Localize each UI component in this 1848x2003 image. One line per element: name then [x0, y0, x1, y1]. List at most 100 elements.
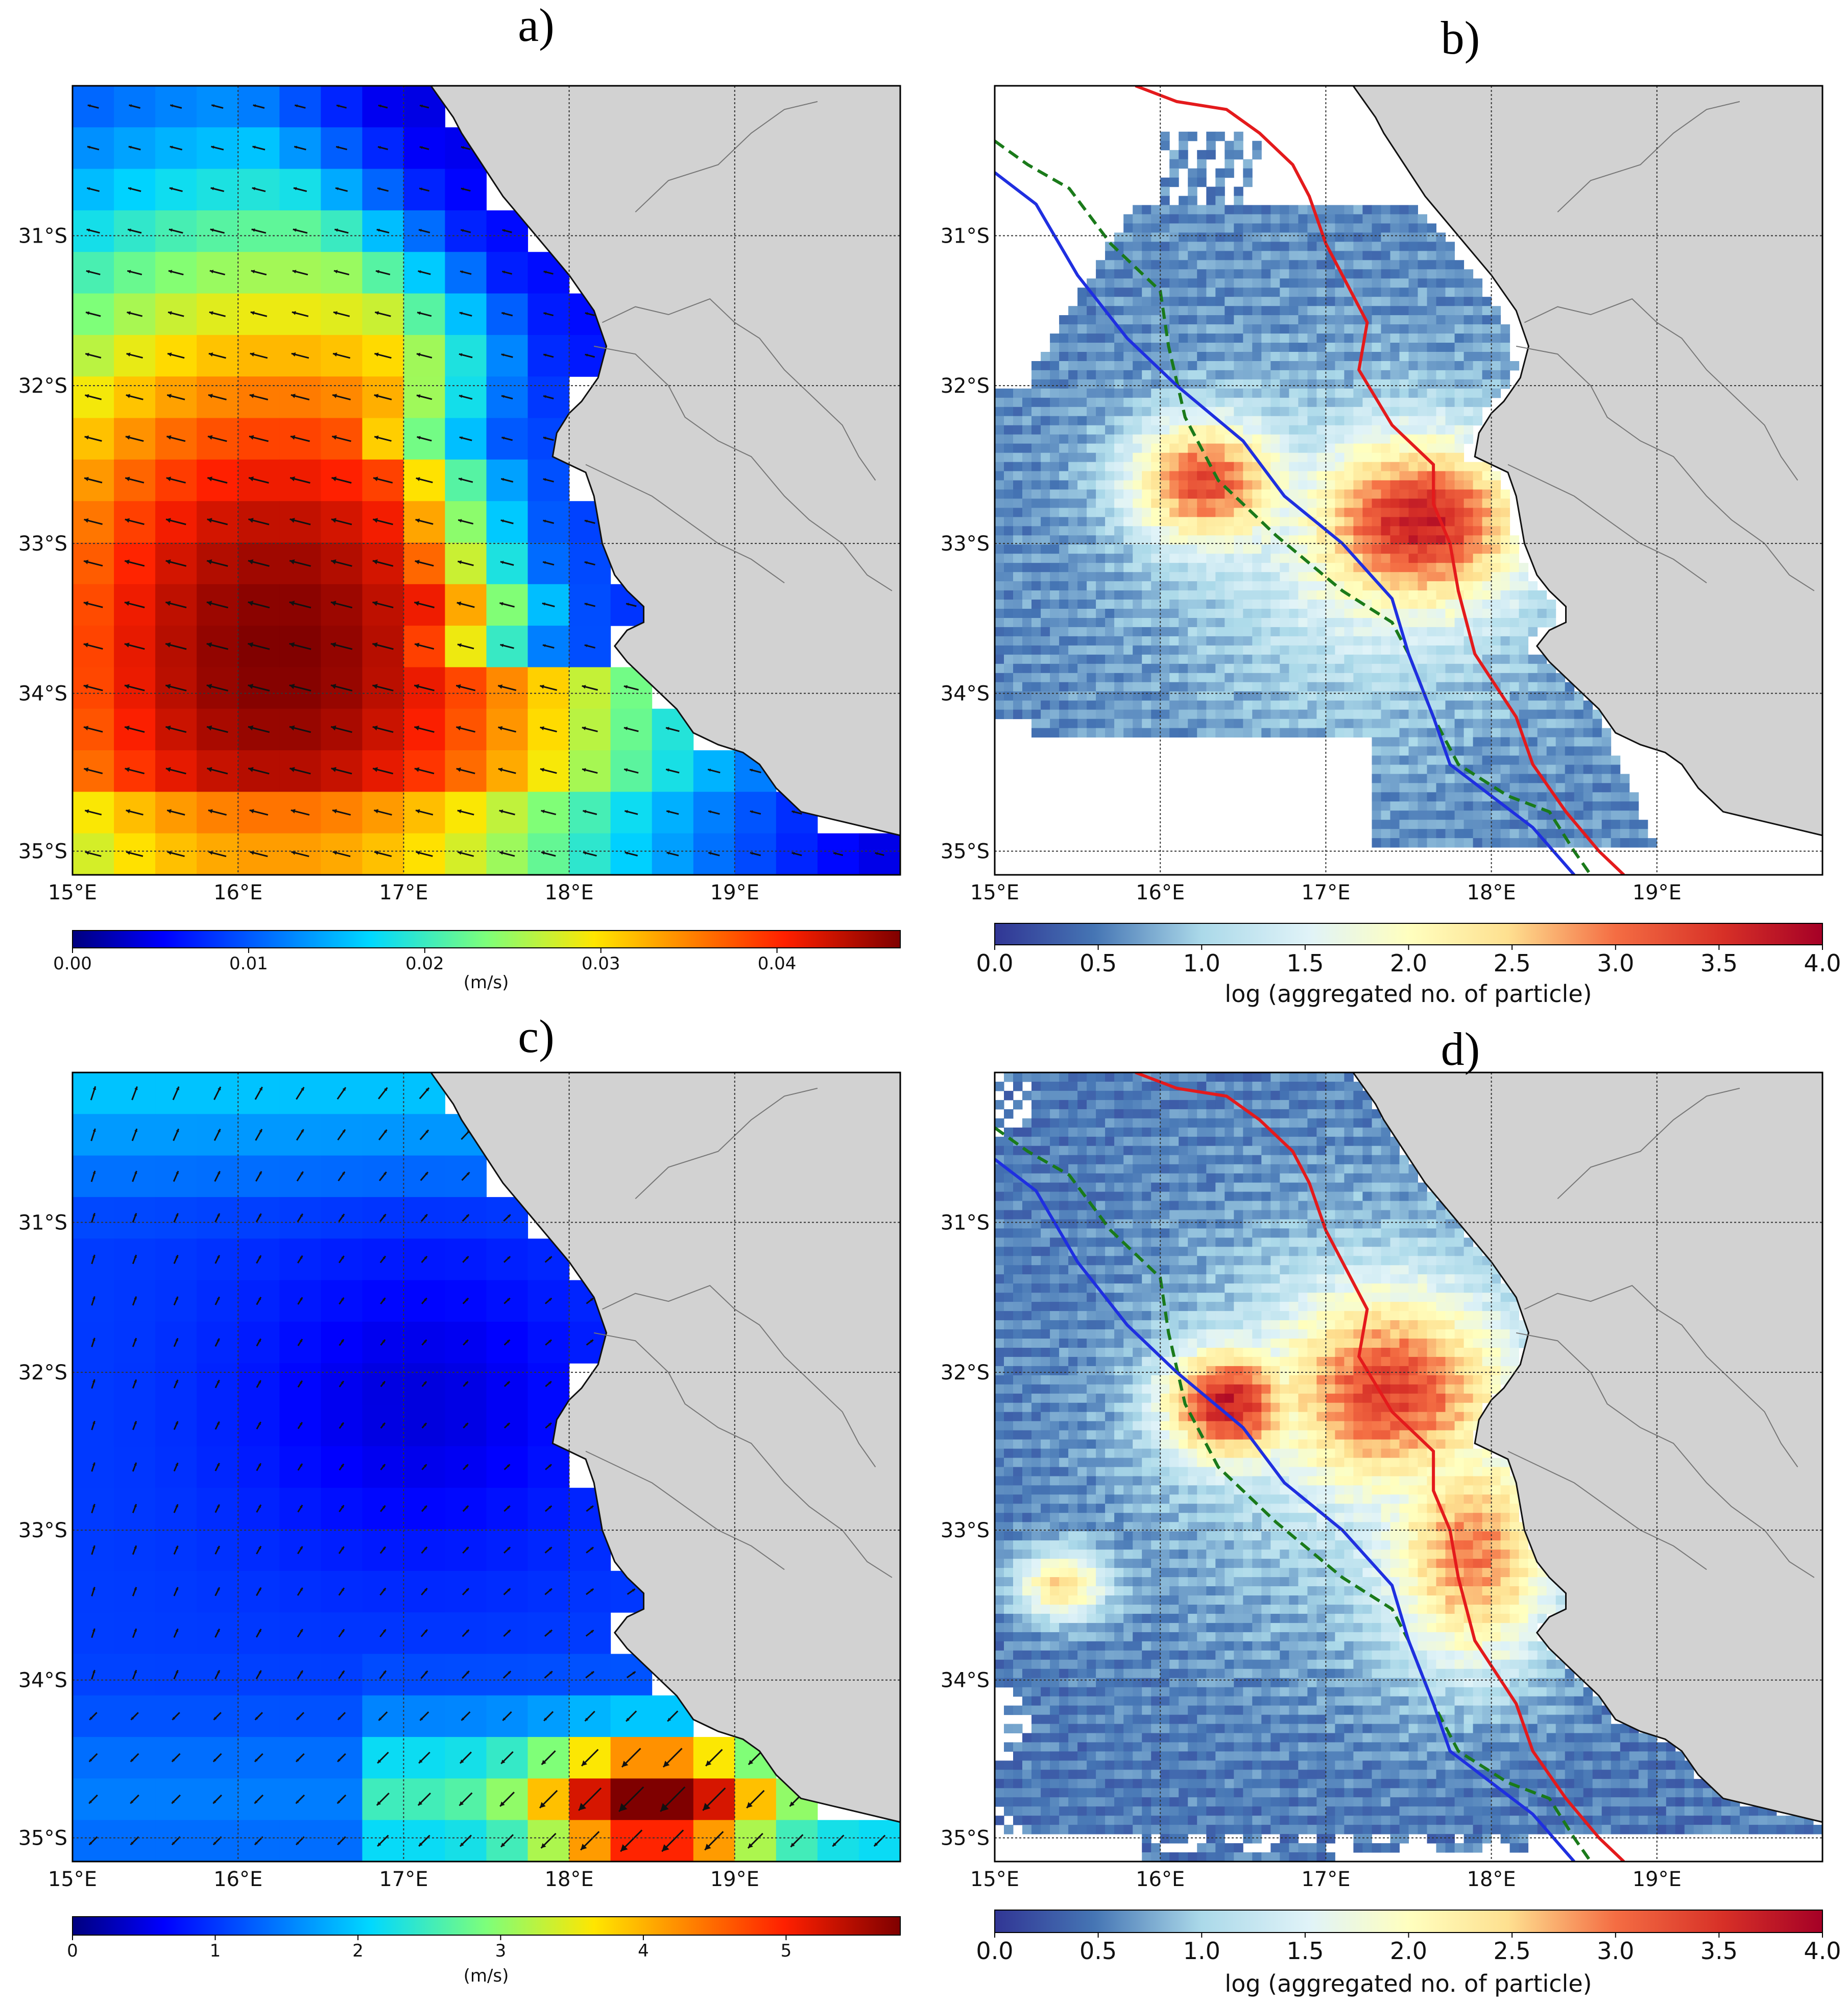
density-cell [1298, 343, 1308, 352]
density-cell [1381, 205, 1390, 214]
velocity-arrowhead [458, 560, 462, 564]
velocity-arrowhead [549, 1630, 553, 1633]
density-cell [1050, 333, 1060, 343]
density-cell [1105, 388, 1115, 398]
density-cell [1243, 306, 1253, 316]
density-cell [1500, 719, 1510, 729]
density-cell [1298, 654, 1308, 664]
density-cell [1234, 150, 1243, 160]
density-cell [1096, 663, 1106, 674]
velocity-arrowhead [507, 1547, 511, 1551]
density-cell [1206, 297, 1216, 306]
density-cell [1087, 645, 1096, 655]
density-cell [1041, 554, 1050, 563]
density-cell [1068, 370, 1078, 380]
density-cell [1482, 489, 1492, 499]
density-cell [1179, 600, 1188, 609]
velocity-arrowhead [290, 435, 296, 440]
density-cell [1408, 838, 1418, 848]
density-cell [1390, 554, 1400, 563]
density-cell [1206, 223, 1216, 233]
density-cell [1500, 838, 1510, 848]
density-cell [1215, 397, 1225, 408]
density-cell [1234, 517, 1243, 527]
velocity-arrowhead [206, 601, 212, 606]
density-cell [1344, 728, 1354, 738]
density-cell [1142, 434, 1151, 444]
velocity-arrowhead [252, 146, 256, 149]
velocity-arrowhead [83, 642, 89, 648]
velocity-arrowhead [254, 1800, 258, 1804]
velocity-arrowhead [92, 1462, 95, 1466]
density-cell [1225, 388, 1234, 398]
density-cell [1077, 425, 1087, 435]
velocity-arrowhead [217, 1297, 220, 1300]
density-cell [1316, 609, 1326, 618]
density-cell [1133, 416, 1142, 426]
velocity-arrowhead [248, 725, 254, 731]
density-cell [1418, 462, 1427, 472]
density-cell [1031, 609, 1041, 618]
density-cell [1096, 443, 1106, 454]
density-cell [1482, 581, 1492, 591]
density-cell [1179, 719, 1188, 729]
density-cell [1289, 388, 1299, 398]
density-cell [1050, 407, 1060, 417]
velocity-arrowhead [299, 1505, 303, 1508]
density-cell [1372, 480, 1381, 490]
density-cell [1280, 526, 1289, 536]
density-cell [1179, 232, 1188, 242]
density-cell [1353, 407, 1363, 417]
velocity-arrowhead [663, 1760, 670, 1767]
density-cell [1372, 783, 1381, 793]
density-cell [1179, 691, 1188, 701]
velocity-arrowhead [335, 187, 339, 190]
density-cell [1491, 829, 1501, 839]
density-cell [1519, 654, 1529, 664]
density-cell [1059, 654, 1069, 664]
density-cell [1133, 214, 1142, 224]
density-cell [1335, 379, 1345, 389]
velocity-arrowhead [459, 478, 462, 481]
density-cell [1454, 526, 1465, 536]
velocity-arrowhead [169, 187, 173, 190]
density-cell [1225, 581, 1234, 591]
density-cell [1252, 563, 1262, 573]
density-cell [1390, 838, 1400, 848]
density-cell [1326, 590, 1335, 600]
density-cell [1133, 554, 1142, 563]
density-cell [1114, 563, 1124, 573]
velocity-arrowhead [92, 1255, 95, 1258]
density-cell [1519, 627, 1529, 637]
density-cell [1491, 581, 1501, 591]
density-cell [1316, 572, 1326, 582]
density-cell [1620, 792, 1630, 802]
density-cell [1427, 636, 1436, 646]
density-cell [1381, 820, 1390, 829]
velocity-arrowhead [300, 1546, 303, 1549]
density-cell [1454, 829, 1465, 839]
density-cell [1151, 434, 1161, 444]
density-cell [1123, 535, 1133, 545]
density-cell [1445, 508, 1455, 517]
velocity-arrowhead [541, 809, 545, 814]
density-cell [1234, 425, 1243, 435]
density-cell [1491, 618, 1501, 628]
density-cell [1335, 214, 1345, 224]
density-cell [1427, 838, 1436, 848]
velocity-arrowhead [375, 311, 379, 315]
density-cell [1344, 673, 1354, 683]
density-cell [1390, 260, 1400, 270]
density-cell [1022, 498, 1032, 508]
density-cell [1316, 471, 1326, 481]
density-cell [1050, 471, 1060, 481]
density-cell [1381, 829, 1390, 839]
density-cell [1427, 682, 1436, 692]
density-cell [1105, 645, 1115, 655]
velocity-arrowhead [621, 1760, 629, 1767]
velocity-arrowhead [342, 1087, 346, 1091]
density-cell [1215, 232, 1225, 242]
density-cell [1151, 443, 1161, 454]
density-cell [1555, 691, 1566, 701]
density-cell [1473, 324, 1483, 334]
